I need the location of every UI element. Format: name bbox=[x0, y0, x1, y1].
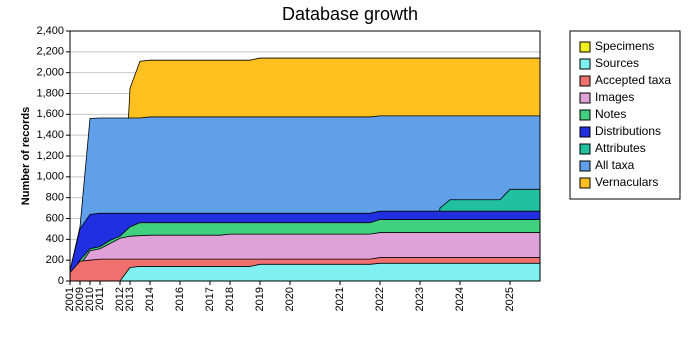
area bbox=[70, 262, 541, 282]
y-tick-label: 1,600 bbox=[36, 108, 64, 120]
x-tick-label: 2009 bbox=[74, 287, 86, 311]
x-tick-label: 2010 bbox=[84, 287, 96, 311]
legend-swatch bbox=[579, 126, 591, 138]
x-tick-label: 2019 bbox=[254, 287, 266, 311]
legend-swatch bbox=[579, 109, 591, 121]
plot-frame bbox=[69, 30, 541, 282]
y-tick-label: 1,200 bbox=[36, 150, 64, 162]
x-tick-label: 2016 bbox=[174, 287, 186, 311]
x-tick-label: 2018 bbox=[224, 287, 236, 311]
y-tick-label: 2,000 bbox=[36, 67, 64, 79]
y-tick-label: 2,400 bbox=[36, 25, 64, 37]
chart-title: Database growth bbox=[282, 4, 418, 24]
legend-label: Attributes bbox=[595, 141, 646, 155]
y-tick-label: 2,200 bbox=[36, 46, 64, 58]
x-tick-label: 2020 bbox=[284, 287, 296, 311]
legend-label: Images bbox=[595, 90, 634, 104]
x-tick-label: 2023 bbox=[414, 287, 426, 311]
x-tick-label: 2012 bbox=[114, 287, 126, 311]
legend-swatch bbox=[579, 92, 591, 104]
x-tick-label: 2021 bbox=[334, 287, 346, 311]
legend-label: Sources bbox=[595, 56, 639, 70]
y-tick-label: 600 bbox=[46, 212, 64, 224]
y-tick-label: 1,000 bbox=[36, 171, 64, 183]
y-tick-label: 800 bbox=[46, 192, 64, 204]
legend-swatch bbox=[579, 177, 591, 189]
x-tick-label: 2022 bbox=[374, 287, 386, 311]
y-axis-label: Number of records bbox=[20, 107, 32, 205]
legend-swatch bbox=[579, 41, 591, 53]
legend-swatch bbox=[579, 75, 591, 87]
y-tick-label: 200 bbox=[46, 254, 64, 266]
legend-swatch bbox=[579, 160, 591, 172]
y-tick-label: 400 bbox=[46, 233, 64, 245]
y-tick-label: 0 bbox=[58, 275, 64, 287]
legend-label: Specimens bbox=[595, 39, 654, 53]
legend-label: All taxa bbox=[595, 158, 635, 172]
x-tick-label: 2001 bbox=[64, 287, 76, 311]
y-tick-label: 1,800 bbox=[36, 87, 64, 99]
legend-label: Vernaculars bbox=[595, 175, 658, 189]
x-tick-label: 2024 bbox=[454, 287, 466, 311]
legend-label: Accepted taxa bbox=[595, 73, 671, 87]
legend-swatch bbox=[579, 143, 591, 155]
x-tick-label: 2017 bbox=[204, 287, 216, 311]
x-tick-label: 2025 bbox=[504, 287, 516, 311]
x-tick-label: 2011 bbox=[94, 287, 106, 311]
x-tick-label: 2013 bbox=[124, 287, 136, 311]
legend-label: Notes bbox=[595, 107, 626, 121]
legend-label: Distributions bbox=[595, 124, 661, 138]
y-tick-label: 1,400 bbox=[36, 129, 64, 141]
legend-swatch bbox=[579, 58, 591, 70]
x-tick-label: 2014 bbox=[144, 287, 156, 311]
